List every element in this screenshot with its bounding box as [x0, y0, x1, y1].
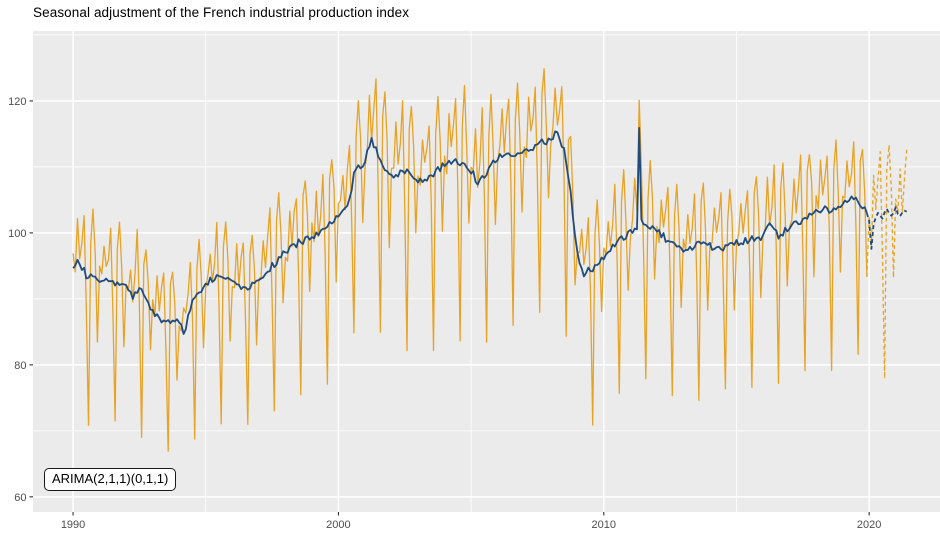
plot-panel [33, 31, 940, 512]
raw-index-forecast-line [866, 144, 908, 379]
x-tick-label: 1990 [61, 519, 85, 531]
y-tick-label: 120 [8, 96, 26, 108]
chart-title: Seasonal adjustment of the French indust… [33, 5, 410, 20]
data-series [72, 68, 908, 452]
x-tick-label: 2000 [326, 519, 350, 531]
axis-ticks [29, 100, 870, 516]
x-tick-label: 2020 [857, 519, 881, 531]
seasonally-adjusted-line [72, 127, 868, 335]
axis-labels: 60 80 100 120 1990 2000 2010 2020 [8, 96, 881, 531]
raw-index-line [72, 68, 868, 452]
x-tick-label: 2010 [592, 519, 616, 531]
y-tick-label: 100 [8, 228, 26, 240]
arima-model-label: ARIMA(2,1,1)(0,1,1) [44, 468, 177, 492]
y-tick-label: 80 [14, 360, 26, 372]
y-tick-label: 60 [14, 492, 26, 504]
panel-background [33, 31, 940, 512]
grid-lines [33, 31, 940, 512]
